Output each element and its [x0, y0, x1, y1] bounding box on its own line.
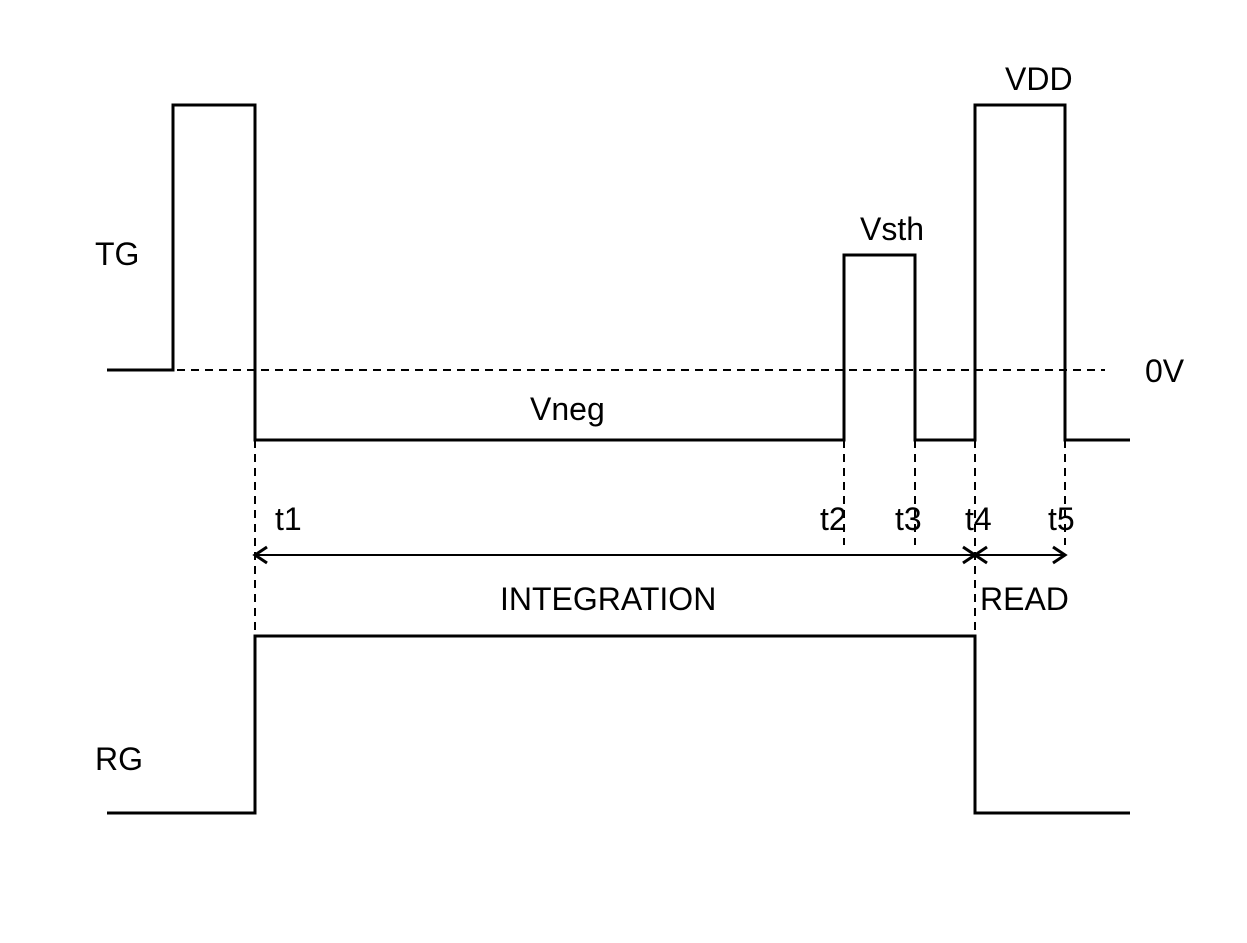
zero-volt-label: 0V: [1145, 353, 1185, 389]
t2-label: t2: [820, 501, 847, 537]
vsth-label: Vsth: [860, 211, 924, 247]
read-label: READ: [980, 581, 1069, 617]
t5-label: t5: [1048, 501, 1075, 537]
t4-label: t4: [965, 501, 992, 537]
rg-waveform: [107, 636, 1130, 813]
rg-label: RG: [95, 741, 143, 777]
integration-label: INTEGRATION: [500, 581, 716, 617]
tg-label: TG: [95, 236, 139, 272]
t1-label: t1: [275, 501, 302, 537]
tg-waveform: [107, 105, 1130, 440]
vneg-label: Vneg: [530, 391, 605, 427]
vdd-label: VDD: [1005, 61, 1073, 97]
t3-label: t3: [895, 501, 922, 537]
